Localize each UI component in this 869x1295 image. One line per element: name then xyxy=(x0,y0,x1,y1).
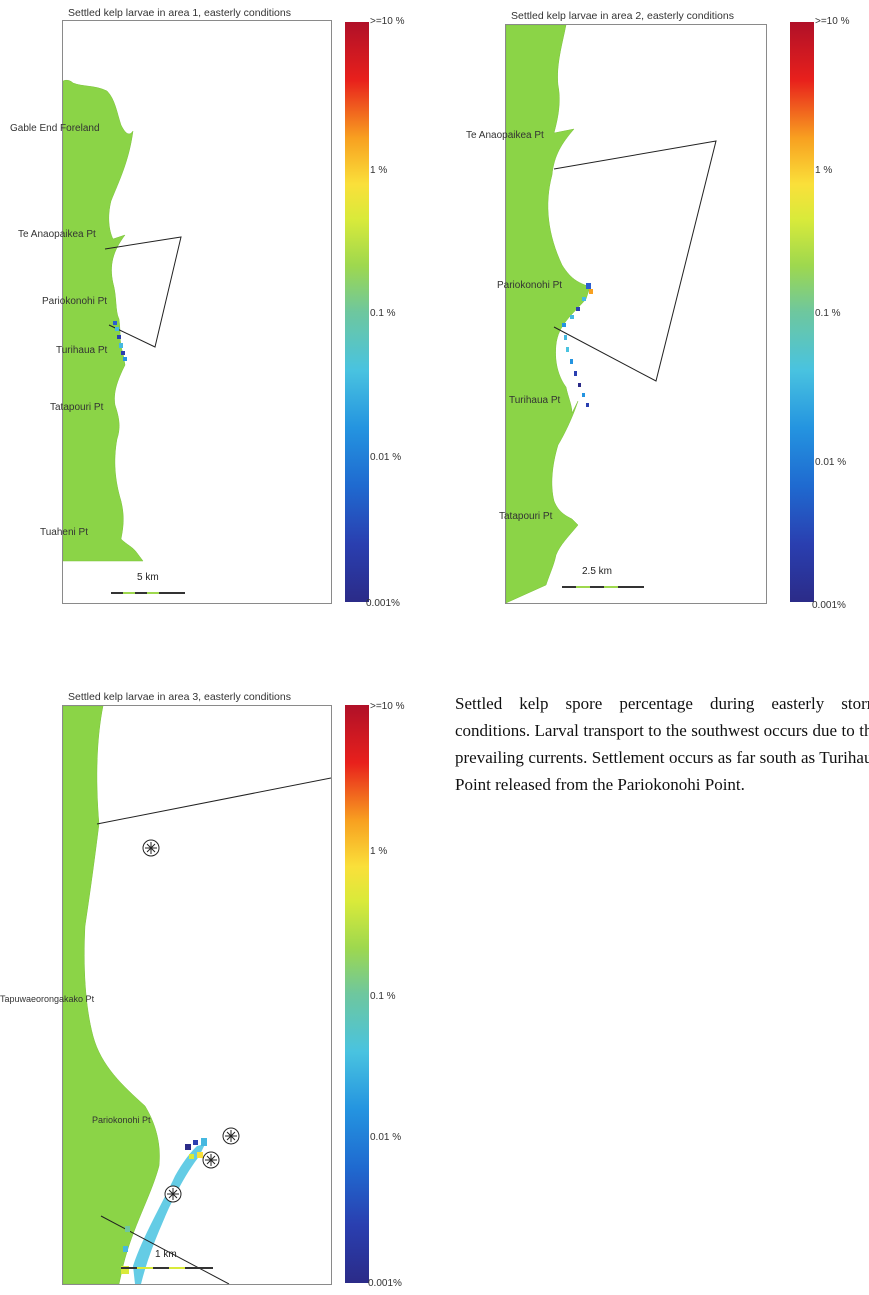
colorbar-tick: 0.001% xyxy=(368,1278,402,1289)
settled-larvae-dots xyxy=(562,283,593,407)
release-site-icon xyxy=(164,1185,182,1203)
colorbar-tick: >=10 % xyxy=(815,16,850,27)
colorbar-tick: >=10 % xyxy=(370,701,405,712)
place-label: Te Anaopaikea Pt xyxy=(466,130,544,141)
map-area-2-graphic xyxy=(506,25,717,603)
colorbar-tick: 0.01 % xyxy=(370,452,402,463)
place-label: Tatapouri Pt xyxy=(50,402,104,413)
map-title: Settled kelp larvae in area 3, easterly … xyxy=(68,691,291,703)
place-label: Tapuwaeorongakako Pt xyxy=(0,994,95,1004)
colorbar-tick: 1 % xyxy=(370,165,388,176)
scale-label: 2.5 km xyxy=(582,566,613,577)
map-area-1-graphic xyxy=(63,79,185,594)
colorbar xyxy=(345,22,369,602)
colorbar xyxy=(790,22,814,602)
place-label: Turihaua Pt xyxy=(509,395,561,406)
colorbar xyxy=(345,705,369,1283)
place-label: Tatapouri Pt xyxy=(499,511,553,522)
figure-caption: Settled kelp spore percentage during eas… xyxy=(455,694,869,794)
colorbar-tick: 0.1 % xyxy=(370,991,396,1002)
place-label: Pariokonohi Pt xyxy=(92,1115,151,1125)
colorbar-tick: 0.1 % xyxy=(370,308,396,319)
scale-label: 1 km xyxy=(155,1249,177,1260)
settled-larvae-dots xyxy=(121,1138,207,1274)
place-label: Turihaua Pt xyxy=(56,345,108,356)
release-site-icon xyxy=(202,1151,220,1169)
scale-label: 5 km xyxy=(137,572,159,583)
map-area-3-graphic xyxy=(63,706,331,1284)
release-site-markers xyxy=(142,839,240,1203)
colorbar-tick: 0.01 % xyxy=(370,1132,402,1143)
map-area-2: 2.5 km xyxy=(505,24,767,604)
place-label: Pariokonohi Pt xyxy=(497,280,563,291)
place-label: Gable End Foreland xyxy=(10,123,100,134)
colorbar-tick: 0.001% xyxy=(812,600,846,611)
place-label: Pariokonohi Pt xyxy=(42,296,108,307)
colorbar-tick: 0.01 % xyxy=(815,457,847,468)
map-area-3: 1 km xyxy=(62,705,332,1285)
map-area-1: 5 km xyxy=(62,20,332,604)
colorbar-tick: 1 % xyxy=(815,165,833,176)
release-site-icon xyxy=(142,839,160,857)
map-title: Settled kelp larvae in area 2, easterly … xyxy=(511,10,734,22)
colorbar-tick: 0.001% xyxy=(366,598,400,609)
place-label: Te Anaopaikea Pt xyxy=(18,229,96,240)
map-title: Settled kelp larvae in area 1, easterly … xyxy=(68,7,291,19)
colorbar-tick: >=10 % xyxy=(370,16,405,27)
place-label: Tuaheni Pt xyxy=(40,527,88,538)
release-site-icon xyxy=(222,1127,240,1145)
colorbar-tick: 1 % xyxy=(370,846,388,857)
colorbar-tick: 0.1 % xyxy=(815,308,841,319)
settled-larvae-dots xyxy=(113,321,127,361)
